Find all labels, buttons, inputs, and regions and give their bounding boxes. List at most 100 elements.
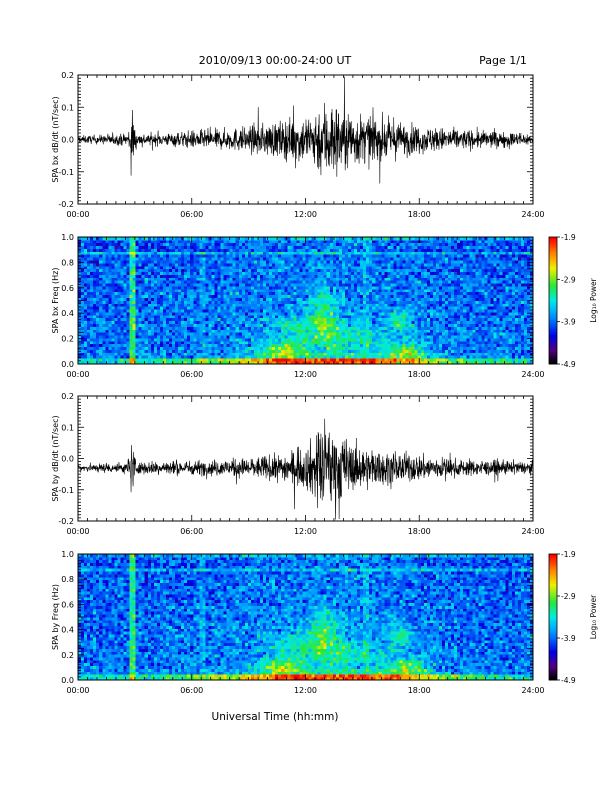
heatmap-cell [338,283,343,287]
heatmap-cell [375,254,379,258]
heatmap-cell [378,297,382,301]
heatmap-cell [202,329,206,333]
heatmap-cell [120,326,124,330]
heatmap-cell [220,346,224,350]
heatmap-cell [290,355,294,359]
heatmap-cell [387,286,391,290]
heatmap-cell [266,268,270,273]
heatmap-cell [196,291,200,296]
heatmap-cell [332,361,337,365]
heatmap-cell [290,323,294,327]
heatmap-cell [363,349,367,353]
heatmap-cell [129,343,133,348]
heatmap-cell [150,332,155,336]
heatmap-cell [87,314,91,319]
heatmap-cell [181,251,185,255]
heatmap-cell [290,352,294,356]
heatmap-cell [117,262,121,267]
heatmap-cell [290,349,294,353]
heatmap-cell [347,239,352,244]
heatmap-cell [165,251,170,255]
heatmap-cell [81,237,85,241]
heatmap-cell [278,260,282,264]
heatmap-cell [275,248,279,252]
heatmap-cell [375,294,379,299]
heatmap-cell [329,268,334,273]
heatmap-cell [405,346,410,350]
heatmap-cell [396,355,400,359]
heatmap-cell [229,291,234,296]
heatmap-cell [338,288,343,293]
heatmap-cell [329,271,334,275]
heatmap-cell [202,320,206,324]
heatmap-cell [284,317,288,322]
heatmap-cell [99,260,103,264]
heatmap-cell [90,280,94,284]
heatmap-cell [244,297,249,301]
heatmap-cell [84,291,88,296]
heatmap-cell [266,277,270,281]
heatmap-cell [211,291,215,296]
heatmap-cell [366,326,370,330]
heatmap-cell [184,355,188,359]
heatmap-cell [260,309,264,313]
heatmap-cell [323,317,328,322]
heatmap-cell [372,251,376,255]
heatmap-cell [96,242,100,247]
heatmap-cell [305,358,309,362]
heatmap-cell [99,286,103,290]
heatmap-cell [172,320,176,324]
heatmap-cell [220,265,224,270]
heatmap-cell [226,332,231,336]
heatmap-cell [211,312,215,316]
heatmap-cell [366,340,370,345]
heatmap-cell [147,314,152,319]
heatmap-cell [165,277,170,281]
heatmap-cell [284,245,288,249]
heatmap-cell [335,320,340,324]
heatmap-cell [332,343,337,348]
heatmap-cell [320,260,325,264]
heatmap-cell [266,323,270,327]
heatmap-cell [378,265,382,270]
heatmap-cell [296,358,300,362]
heatmap-cell [293,329,297,333]
heatmap-cell [196,349,200,353]
heatmap-cell [332,355,337,359]
heatmap-cell [241,358,246,362]
heatmap-cell [290,291,294,296]
heatmap-cell [205,274,209,278]
heatmap-cell [129,294,133,299]
heatmap-cell [335,352,340,356]
heatmap-cell [114,335,118,339]
heatmap-cell [293,280,297,284]
heatmap-cell [344,358,349,362]
heatmap-cell [199,352,203,356]
heatmap-cell [326,265,331,270]
heatmap-cell [275,335,279,339]
heatmap-cell [162,300,167,304]
heatmap-cell [211,346,215,350]
heatmap-cell [190,352,194,356]
heatmap-cell [111,332,115,336]
heatmap-cell [211,260,215,264]
heatmap-cell [205,343,209,348]
heatmap-cell [363,294,367,299]
heatmap-cell [281,242,285,247]
heatmap-cell [269,291,273,296]
heatmap-cell [263,358,267,362]
heatmap-cell [226,294,231,299]
heatmap-cell [263,257,267,261]
heatmap-cell [162,283,167,287]
heatmap-cell [357,239,361,244]
heatmap-cell [181,257,185,261]
heatmap-cell [181,361,185,365]
heatmap-cell [162,349,167,353]
heatmap-cell [144,323,149,327]
heatmap-cell [126,239,130,244]
heatmap-cell [357,260,361,264]
heatmap-cell [235,265,240,270]
heatmap-cell [244,239,249,244]
heatmap-cell [296,317,300,322]
heatmap-cell [369,352,373,356]
